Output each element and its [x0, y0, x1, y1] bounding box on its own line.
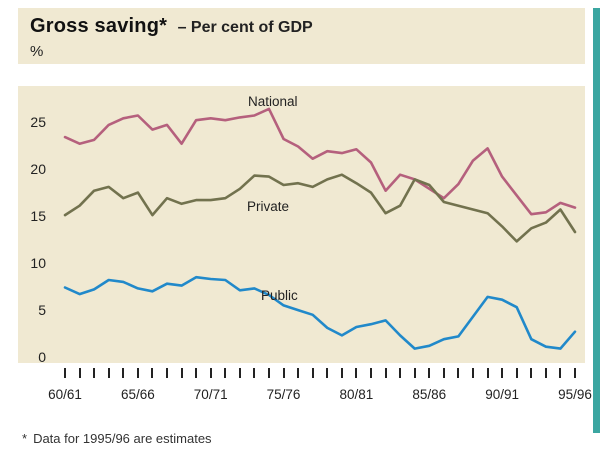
y-tick-label: 5 — [38, 302, 46, 318]
x-tick — [180, 368, 183, 378]
x-tick — [559, 368, 562, 378]
x-tick-label: 70/71 — [193, 387, 228, 402]
x-tick — [282, 368, 285, 378]
x-tick — [64, 368, 66, 378]
x-tick — [340, 368, 343, 378]
y-tick-label: 0 — [38, 349, 46, 365]
footnote-text: Data for 1995/96 are estimates — [33, 431, 212, 446]
x-tick — [457, 368, 460, 378]
x-tick — [486, 368, 489, 378]
series-label-public: Public — [261, 288, 298, 303]
x-tick — [515, 368, 518, 378]
x-axis: 60/61 65/66 70/71 75/76 80/81 85/86 90/91 95/96 — [18, 363, 592, 405]
x-tick — [384, 368, 387, 378]
x-tick — [442, 368, 445, 378]
x-tick — [530, 368, 533, 378]
x-tick — [136, 368, 139, 378]
x-tick — [428, 368, 431, 378]
x-tick — [399, 368, 402, 378]
y-axis-unit-label: % — [30, 43, 44, 60]
x-tick — [268, 368, 270, 378]
x-tick — [122, 368, 125, 378]
x-tick — [224, 368, 227, 378]
chart-lines — [63, 107, 577, 350]
x-tick — [413, 368, 416, 378]
x-tick — [166, 368, 168, 378]
x-tick — [311, 368, 314, 378]
x-tick — [209, 368, 212, 378]
x-tick — [195, 368, 198, 378]
x-tick-label: 80/81 — [339, 387, 374, 402]
x-tick-label: 90/91 — [485, 387, 520, 402]
x-tick — [501, 368, 504, 378]
x-tick — [297, 368, 300, 378]
series-label-private: Private — [247, 199, 290, 214]
x-tick — [253, 368, 256, 378]
x-tick-label: 75/76 — [266, 387, 301, 402]
y-tick-label: 10 — [30, 255, 46, 271]
y-tick-label: 25 — [30, 114, 46, 130]
x-tick-label: 65/66 — [120, 387, 155, 402]
plot-area: National Private Public 0 5 10 15 20 25 — [18, 86, 585, 365]
series-line-private — [63, 173, 577, 243]
accent-bar — [593, 8, 600, 433]
title-bold: Gross saving* — [30, 15, 168, 37]
x-tick — [151, 368, 154, 378]
x-tick — [544, 368, 547, 378]
x-tick — [574, 368, 576, 378]
footnote: * Data for 1995/96 are estimates — [22, 431, 212, 446]
footnote-asterisk: * — [22, 431, 28, 446]
x-tick — [355, 368, 358, 378]
x-tick-label: 85/86 — [412, 387, 447, 402]
x-tick — [326, 368, 329, 378]
x-tick-label: 95/96 — [558, 387, 592, 402]
chart-header: Gross saving* – Per cent of GDP % — [18, 8, 585, 64]
x-tick — [78, 368, 81, 378]
x-tick-label: 60/61 — [48, 387, 82, 402]
series-line-public — [63, 275, 577, 350]
page-title: Gross saving* – Per cent of GDP — [30, 15, 585, 38]
title-subtitle: – Per cent of GDP — [177, 19, 313, 36]
x-tick — [107, 368, 110, 378]
x-tick — [93, 368, 96, 378]
y-tick-label: 15 — [30, 208, 46, 224]
x-tick — [370, 368, 372, 378]
y-tick-label: 20 — [30, 161, 46, 177]
x-tick — [238, 368, 241, 378]
series-line-national — [63, 107, 577, 216]
series-label-national: National — [248, 94, 298, 109]
x-tick — [472, 368, 474, 378]
